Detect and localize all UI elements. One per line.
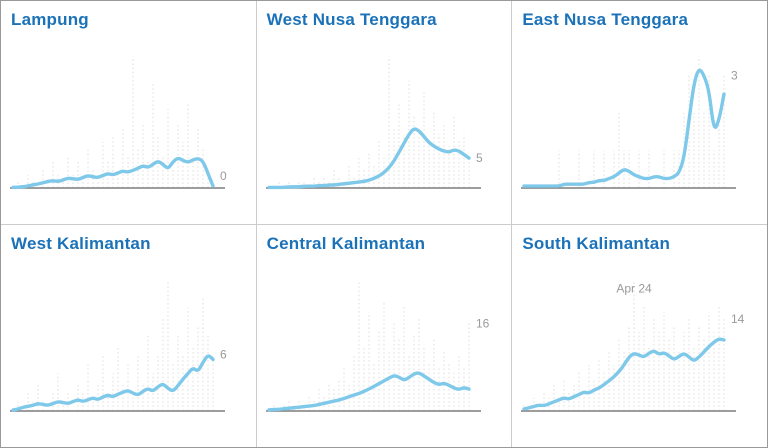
chart-title: West Kalimantan (11, 233, 151, 253)
chart-panel-lampung: Lampung 0 (1, 1, 256, 224)
line-chart: 6 (10, 279, 227, 412)
chart-panel-west-nusa-tenggara: West Nusa Tenggara 5 (256, 1, 512, 224)
chart-end-label: 3 (731, 68, 738, 82)
chart-title: Central Kalimantan (266, 233, 426, 253)
chart-end-label: 16 (476, 316, 490, 330)
chart-title: East Nusa Tenggara (522, 10, 689, 29)
chart-title: South Kalimantan (522, 233, 671, 253)
chart-panel-central-kalimantan: Central Kalimantan 16 (256, 224, 512, 447)
line-chart: Apr 24 14 (521, 279, 745, 412)
chart-end-label: 5 (476, 151, 483, 165)
chart-end-label: 6 (220, 348, 227, 362)
line-chart: 3 (521, 56, 738, 189)
chart-panel-west-kalimantan: West Kalimantan 6 (1, 224, 256, 447)
chart-end-label: 14 (731, 312, 745, 326)
line-chart: 5 (265, 56, 483, 189)
chart-panel-east-nusa-tenggara: East Nusa Tenggara 3 (512, 1, 767, 224)
chart-end-label: 0 (220, 169, 227, 183)
chart-title: West Nusa Tenggara (266, 10, 437, 29)
line-chart: 16 (265, 279, 490, 412)
chart-panel-south-kalimantan: South Kalimantan Apr 24 14 (512, 224, 767, 447)
chart-annotation: Apr 24 (617, 281, 653, 295)
chart-title: Lampung (11, 10, 89, 29)
line-chart: 0 (10, 56, 227, 189)
